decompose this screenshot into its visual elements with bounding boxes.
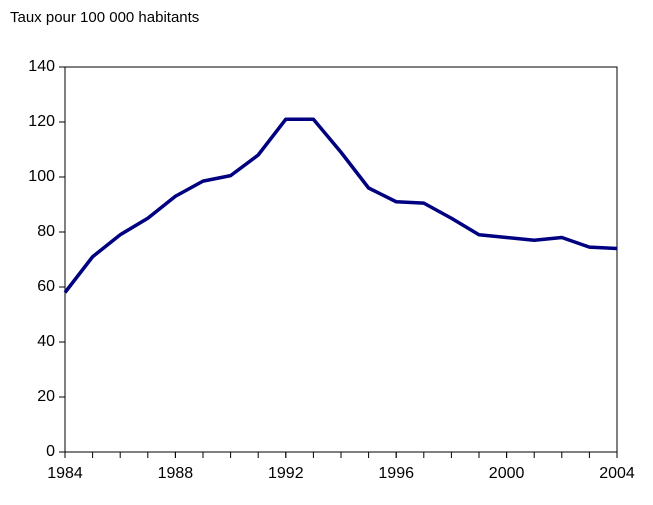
y-tick-label: 140 [28, 58, 55, 75]
x-tick-label: 1984 [47, 465, 83, 482]
data-line [63, 117, 618, 294]
x-tick-label: 2000 [489, 465, 525, 482]
y-tick-label: 0 [46, 443, 55, 460]
y-axis-label: Taux pour 100 000 habitants [10, 9, 199, 26]
x-tick-label: 1988 [158, 465, 194, 482]
plot-frame [64, 66, 618, 453]
x-tick-label: 2004 [599, 465, 635, 482]
y-tick-label: 20 [37, 388, 55, 405]
y-tick-label: 60 [37, 278, 55, 295]
x-tick-label: 1996 [378, 465, 414, 482]
y-tick-label: 100 [28, 168, 55, 185]
y-tick-label: 80 [37, 223, 55, 240]
y-tick-label: 40 [37, 333, 55, 350]
x-tick-label: 1992 [268, 465, 304, 482]
y-tick-label: 120 [28, 113, 55, 130]
